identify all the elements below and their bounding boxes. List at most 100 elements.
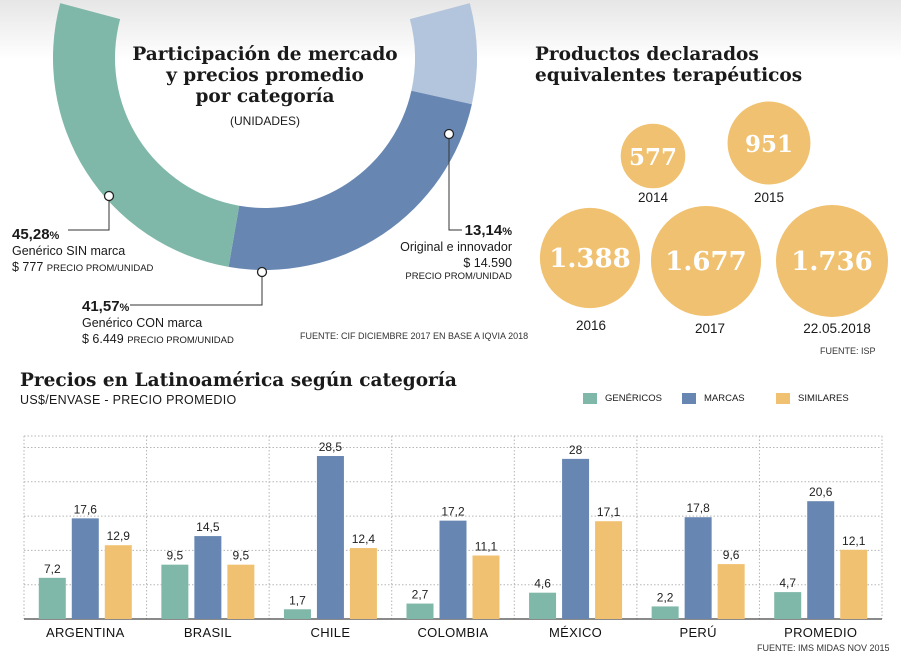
data-label: 11,1	[475, 540, 498, 554]
data-label: 17,1	[597, 505, 621, 519]
bar-genericos	[38, 577, 66, 619]
segment-price: $ 777	[12, 260, 44, 274]
data-label: 17,8	[686, 501, 710, 515]
legend-label: SIMILARES	[798, 393, 849, 404]
bubbles-title-line: Productos declarados	[535, 44, 759, 65]
legend-marcas: MARCAS	[682, 393, 745, 404]
data-label: 12,4	[352, 532, 376, 546]
bar-genericos	[774, 592, 802, 619]
bubble	[776, 205, 888, 317]
bubble	[727, 101, 811, 185]
category-label: MÉXICO	[549, 625, 602, 640]
leader-original-dot	[443, 128, 455, 140]
data-label: 9,6	[723, 548, 740, 562]
bubble-value: 1.388	[549, 244, 630, 274]
bar-chart-subtitle: US$/ENVASE - PRECIO PROMEDIO	[20, 393, 237, 407]
legend-label: GENÉRICOS	[605, 393, 663, 404]
bar-chart-source: FUENTE: IMS MIDAS NOV 2015	[757, 643, 890, 653]
bubble	[539, 207, 641, 309]
segment-name: Original e innovador	[400, 240, 512, 254]
bar-genericos	[651, 606, 679, 619]
data-label: 28,5	[319, 440, 343, 454]
data-label: 2,7	[412, 588, 429, 602]
bubble-year: 2015	[753, 190, 785, 205]
bubble-year: 2014	[637, 190, 669, 205]
leader-generico-sin-line	[68, 196, 110, 231]
bar-similares	[717, 564, 745, 619]
bar-genericos	[283, 609, 311, 619]
bar-marcas	[194, 536, 222, 619]
bar-genericos	[529, 592, 557, 619]
data-label: 17,6	[74, 502, 98, 516]
legend-similares: SIMILARES	[776, 393, 849, 404]
data-label: 1,7	[289, 593, 306, 607]
data-label: 12,9	[107, 529, 131, 543]
bar-similares	[840, 549, 868, 619]
donut-slice-original	[409, 3, 477, 105]
data-label: 20,6	[809, 485, 833, 499]
data-label: 4,7	[779, 576, 796, 590]
bubble-year: 2017	[694, 321, 726, 336]
segment-price: $ 6.449	[82, 332, 124, 346]
bubble	[650, 205, 762, 317]
data-label: 14,5	[196, 520, 220, 534]
segment-price: $ 14.590	[463, 256, 512, 270]
bar-similares	[595, 521, 623, 619]
bar-similares	[227, 564, 255, 619]
bubble-year: 2016	[575, 318, 607, 333]
donut-title-line: Participación de mercado	[132, 44, 398, 65]
bar-similares	[349, 548, 377, 619]
bar-marcas	[439, 520, 467, 619]
bar-marcas	[807, 501, 835, 619]
data-label: 2,2	[657, 590, 674, 604]
bar-genericos	[161, 564, 189, 619]
category-label: ARGENTINA	[46, 625, 125, 640]
bubble	[620, 123, 686, 189]
legend-label: MARCAS	[704, 393, 745, 404]
bar-marcas	[562, 458, 590, 619]
bar-marcas	[71, 518, 99, 619]
donut-title-line: y precios promedio	[166, 65, 364, 86]
label-generico-sin: 45,28% Genérico SIN marca $ 777 PRECIO P…	[12, 226, 154, 274]
category-label: PROMEDIO	[784, 625, 857, 640]
bar-similares	[472, 555, 500, 619]
price-note: PRECIO PROM/UNIDAD	[405, 271, 512, 282]
donut-slice-generico-con	[228, 90, 472, 270]
bubbles-source: FUENTE: ISP	[820, 346, 876, 356]
donut-title-line: por categoría	[195, 86, 335, 107]
label-generico-con: 41,57% Genérico CON marca $ 6.449 PRECIO…	[82, 298, 234, 346]
leader-generico-sin-dot	[103, 190, 115, 202]
data-label: 9,5	[233, 549, 250, 563]
segment-name: Genérico SIN marca	[12, 244, 126, 258]
legend-genericos: GENÉRICOS	[583, 393, 662, 404]
donut-subtitle: (UNIDADES)	[229, 114, 300, 128]
bubbles-title: Productos declarados equivalentes terapé…	[535, 44, 802, 86]
category-label: BRASIL	[184, 625, 232, 640]
data-label: 17,2	[441, 505, 465, 519]
data-label: 28	[569, 443, 583, 457]
bubble-value: 951	[745, 131, 793, 158]
bubble-value: 577	[629, 144, 677, 171]
segment-name: Genérico CON marca	[82, 316, 203, 330]
donut-title: Participación de mercado y precios prome…	[110, 44, 420, 107]
pct-value: 45,28	[12, 226, 50, 243]
label-original: 13,14% Original e innovador $ 14.590 PRE…	[362, 222, 512, 282]
bubble-value: 1.677	[665, 247, 746, 277]
legend-swatch	[583, 393, 597, 404]
bubbles-title-line: equivalentes terapéuticos	[535, 65, 803, 86]
category-label: CHILE	[311, 625, 351, 640]
category-label: COLOMBIA	[417, 625, 488, 640]
pct-value: 41,57	[82, 298, 120, 315]
bubble-value: 1.736	[791, 247, 872, 277]
data-label: 7,2	[44, 562, 61, 576]
bar-genericos	[406, 603, 434, 619]
donut-slice-generico-sin	[52, 3, 240, 267]
bubble-year: 22.05.2018	[803, 321, 871, 336]
bar-marcas	[316, 456, 344, 619]
data-label: 9,5	[167, 549, 184, 563]
price-note: PRECIO PROM/UNIDAD	[127, 335, 234, 346]
data-label: 4,6	[534, 577, 551, 591]
pct-value: 13,14	[464, 222, 503, 239]
